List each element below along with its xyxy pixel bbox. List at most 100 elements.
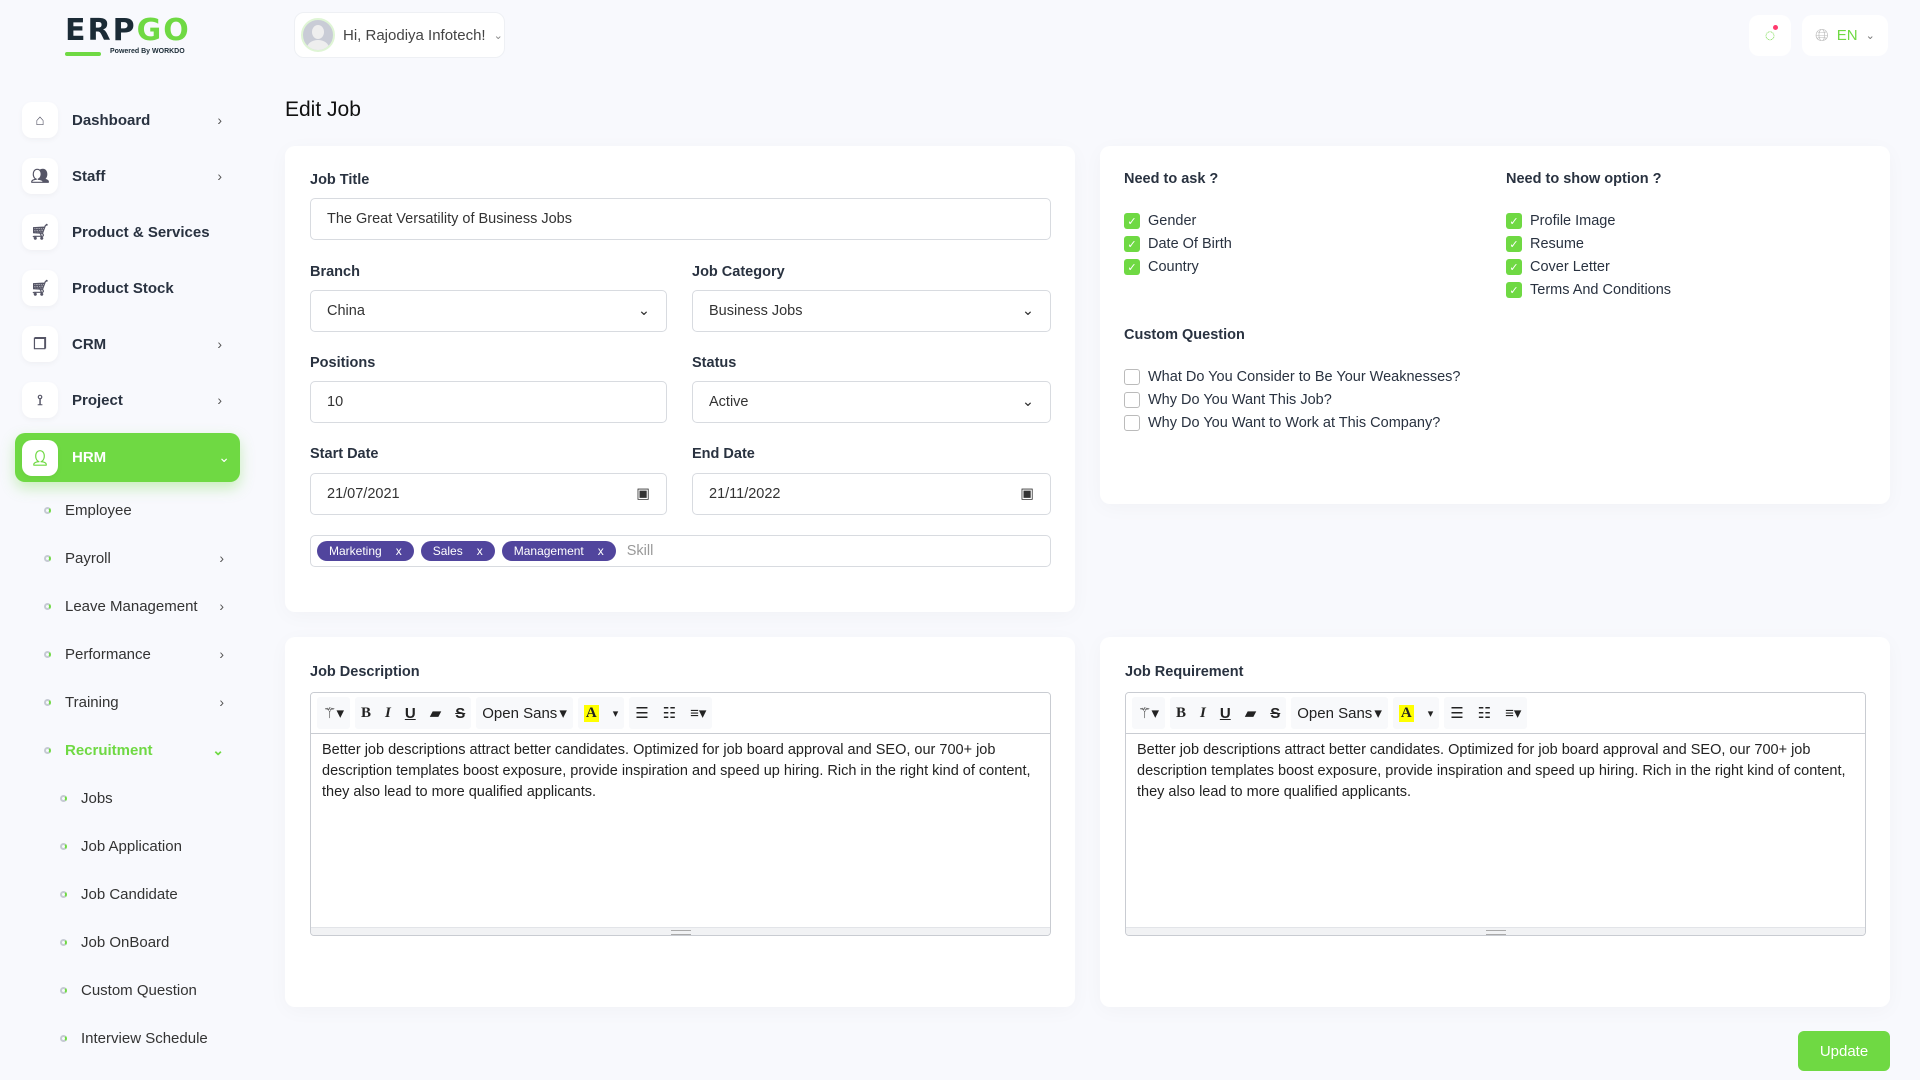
dropdown-caret-icon[interactable]: ▾	[1427, 707, 1434, 720]
sidebar-item[interactable]: ⟟ Project ›	[22, 379, 232, 421]
text-color-icon[interactable]: A	[1398, 704, 1414, 722]
numbered-list-icon[interactable]: ☷	[1477, 705, 1492, 722]
option-checkbox[interactable]: ✓ Profile Image	[1506, 213, 1615, 229]
editor-content[interactable]: Better job descriptions attract better c…	[1137, 742, 1846, 800]
sidebar-item[interactable]: ⌂ Dashboard ›	[22, 99, 232, 141]
chevron-right-icon: ›	[217, 112, 222, 128]
sidebar-subitem[interactable]: Performance ›	[44, 643, 224, 665]
end-date-input[interactable]: 21/11/2022 ▣	[692, 473, 1051, 515]
chevron-down-icon: ⌄	[1865, 30, 1875, 42]
bold-icon[interactable]: B	[1175, 704, 1186, 721]
checkbox-checked-icon[interactable]: ✓	[1506, 236, 1522, 252]
bullet-icon	[60, 794, 67, 802]
rich-text-editor[interactable]: ⚚▾ B I U ▰ S Open Sans ▾ A ▾ ☰ ☷ ≡▾ Better job d…	[310, 692, 1051, 936]
checkbox-checked-icon[interactable]: ✓	[1506, 213, 1522, 229]
option-checkbox[interactable]: ✓ Date Of Birth	[1124, 236, 1232, 252]
option-checkbox[interactable]: ✓ Gender	[1124, 213, 1196, 229]
italic-icon[interactable]: I	[385, 704, 391, 721]
option-checkbox[interactable]: Why Do You Want This Job?	[1124, 392, 1332, 408]
sidebar-subitem-recruitment[interactable]: Recruitment ⌄	[44, 739, 224, 761]
branch-select[interactable]: China ⌄	[310, 290, 667, 332]
checkbox-checked-icon[interactable]: ✓	[1506, 282, 1522, 298]
eraser-icon[interactable]: ▰	[1244, 705, 1257, 722]
recruitment-item[interactable]: Custom Question	[60, 979, 240, 1001]
bullet-icon	[44, 554, 51, 562]
align-icon[interactable]: ≡▾	[690, 705, 707, 722]
user-menu[interactable]: Hi, Rajodiya Infotech! ⌄	[294, 12, 505, 58]
job-category-select[interactable]: Business Jobs ⌄	[692, 290, 1051, 332]
editor-card: Job Description ⚚▾ B I U ▰ S Open Sans ▾ A ▾ ☰…	[285, 637, 1075, 1007]
custom-question-heading: Custom Question	[1124, 327, 1245, 343]
job-title-input[interactable]: The Great Versatility of Business Jobs	[310, 198, 1051, 240]
remove-tag-icon[interactable]: x	[476, 544, 483, 558]
checkbox-unchecked-icon[interactable]	[1124, 392, 1140, 408]
text-color-icon[interactable]: A	[583, 704, 599, 722]
brand-name: ERPGO	[65, 13, 191, 48]
erpgo-logo[interactable]: ERPGO Powered By WORKDO	[65, 14, 195, 60]
option-checkbox[interactable]: Why Do You Want to Work at This Company?	[1124, 415, 1440, 431]
skill-tag: Sales x	[420, 541, 495, 561]
strikethrough-icon[interactable]: S	[455, 704, 466, 722]
checkbox-unchecked-icon[interactable]	[1124, 369, 1140, 385]
sidebar-subitem[interactable]: Leave Management ›	[44, 595, 224, 617]
sidebar-item[interactable]: 🛒︎ Product & Services	[22, 211, 232, 253]
editor-content[interactable]: Better job descriptions attract better c…	[322, 742, 1031, 800]
recruitment-item[interactable]: Job OnBoard	[60, 931, 240, 953]
eraser-icon[interactable]: ▰	[429, 705, 442, 722]
font-family-select[interactable]: Open Sans ▾	[476, 697, 573, 729]
start-date-input[interactable]: 21/07/2021 ▣	[310, 473, 667, 515]
rich-text-editor[interactable]: ⚚▾ B I U ▰ S Open Sans ▾ A ▾ ☰ ☷ ≡▾ Better job d…	[1125, 692, 1866, 936]
font-family-select[interactable]: Open Sans ▾	[1291, 697, 1388, 729]
sidebar-item-hrm[interactable]: 👤︎ HRM ⌄	[15, 433, 240, 482]
checkbox-checked-icon[interactable]: ✓	[1124, 213, 1140, 229]
sidebar-subitem[interactable]: Payroll ›	[44, 547, 224, 569]
bullet-list-icon[interactable]: ☰	[635, 705, 649, 722]
status-select[interactable]: Active ⌄	[692, 381, 1051, 423]
bold-icon[interactable]: B	[360, 704, 371, 721]
sidebar-subitem[interactable]: Employee	[44, 499, 224, 521]
sidebar-item[interactable]: 👥︎ Staff ›	[22, 155, 232, 197]
resize-handle[interactable]	[311, 927, 1050, 935]
numbered-list-icon[interactable]: ☷	[662, 705, 677, 722]
option-checkbox[interactable]: What Do You Consider to Be Your Weakness…	[1124, 369, 1461, 385]
checkbox-checked-icon[interactable]: ✓	[1124, 259, 1140, 275]
option-checkbox[interactable]: ✓ Terms And Conditions	[1506, 282, 1671, 298]
positions-input[interactable]: 10	[310, 381, 667, 423]
recruitment-item[interactable]: Interview Schedule	[60, 1027, 240, 1049]
magic-wand-icon[interactable]: ⚚▾	[1138, 705, 1159, 722]
need-to-show-heading: Need to show option ?	[1506, 171, 1662, 187]
recruitment-item[interactable]: Job Candidate	[60, 883, 240, 905]
bullet-list-icon[interactable]: ☰	[1450, 705, 1464, 722]
recruitment-item-label: Custom Question	[81, 981, 197, 999]
recruitment-item[interactable]: Job Application	[60, 835, 240, 857]
underline-icon[interactable]: U	[404, 704, 416, 722]
sidebar-item[interactable]: 🛒︎ Product Stock	[22, 267, 232, 309]
skills-input[interactable]: Marketing x Sales x Management x Skill	[310, 535, 1051, 567]
align-icon[interactable]: ≡▾	[1505, 705, 1522, 722]
chevron-down-icon: ⌄	[637, 303, 650, 319]
checkbox-checked-icon[interactable]: ✓	[1124, 236, 1140, 252]
chat-button[interactable]: ◌	[1749, 15, 1791, 56]
recruitment-item[interactable]: Jobs	[60, 787, 240, 809]
remove-tag-icon[interactable]: x	[597, 544, 604, 558]
magic-wand-icon[interactable]: ⚚▾	[323, 705, 344, 722]
option-checkbox[interactable]: ✓ Cover Letter	[1506, 259, 1610, 275]
update-button[interactable]: Update	[1798, 1031, 1890, 1071]
option-checkbox[interactable]: ✓ Country	[1124, 259, 1199, 275]
chevron-down-icon: ⌄	[218, 449, 230, 465]
sidebar-item[interactable]: ❐ CRM ›	[22, 323, 232, 365]
strikethrough-icon[interactable]: S	[1270, 704, 1281, 722]
language-selector[interactable]: 🌐︎ EN ⌄	[1802, 15, 1888, 56]
checkbox-checked-icon[interactable]: ✓	[1506, 259, 1522, 275]
remove-tag-icon[interactable]: x	[395, 544, 402, 558]
option-checkbox[interactable]: ✓ Resume	[1506, 236, 1584, 252]
resize-handle[interactable]	[1126, 927, 1865, 935]
chevron-down-icon: ⌄	[493, 29, 503, 42]
need-to-ask-heading: Need to ask ?	[1124, 171, 1219, 187]
italic-icon[interactable]: I	[1200, 704, 1206, 721]
dropdown-caret-icon[interactable]: ▾	[612, 707, 619, 720]
underline-icon[interactable]: U	[1219, 704, 1231, 722]
end-date-label: End Date	[692, 446, 755, 462]
checkbox-unchecked-icon[interactable]	[1124, 415, 1140, 431]
sidebar-subitem[interactable]: Training ›	[44, 691, 224, 713]
